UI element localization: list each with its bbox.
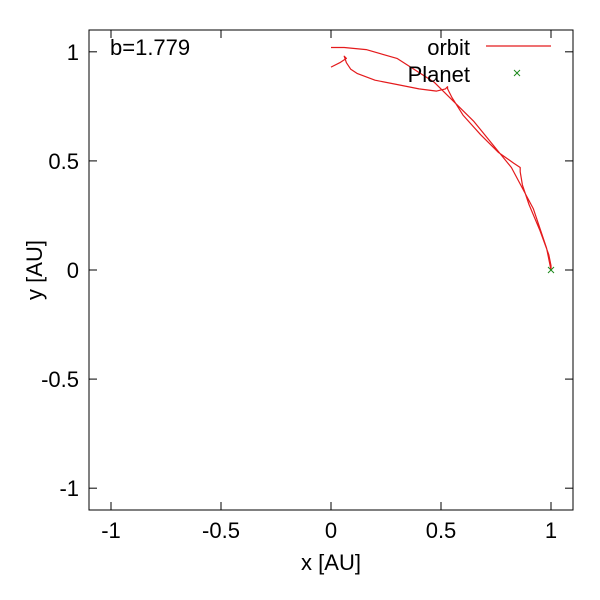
y-axis-label: y [AU] — [22, 240, 47, 300]
legend-label-planet: Planet — [408, 62, 470, 87]
legend-label-orbit: orbit — [427, 35, 470, 60]
x-tick-label: 1 — [545, 518, 557, 543]
series-layer — [330, 46, 555, 274]
x-tick-label: -0.5 — [202, 518, 240, 543]
y-tick-label: 1 — [67, 40, 79, 65]
y-tick-label: 0 — [67, 258, 79, 283]
x-axis-label: x [AU] — [301, 550, 361, 575]
y-tick-label: -0.5 — [41, 367, 79, 392]
y-tick-label: -1 — [59, 476, 79, 501]
plot-frame — [88, 29, 574, 511]
x-tick-label: 0.5 — [426, 518, 457, 543]
y-tick-label: 0.5 — [48, 149, 79, 174]
series-point-planet — [547, 266, 555, 274]
legend-marker-planet — [513, 69, 521, 77]
x-tick-label: -1 — [101, 518, 121, 543]
axis-ticks: -1 -0.5 0 0.5 1 -1 -0.5 0 0.5 1 — [41, 30, 573, 543]
annotation-b-value: b=1.779 — [110, 35, 190, 60]
series-line-orbit — [330, 46, 552, 271]
legend: orbit Planet — [408, 35, 551, 87]
x-tick-label: 0 — [325, 518, 337, 543]
